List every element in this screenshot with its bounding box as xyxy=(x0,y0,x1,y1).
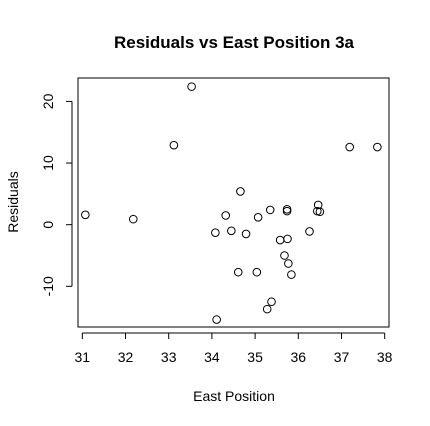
data-points xyxy=(81,82,382,324)
data-point xyxy=(221,211,231,220)
y-tick-label: -10 xyxy=(40,276,56,296)
y-axis-label: Residuals xyxy=(5,171,21,232)
data-point xyxy=(283,234,292,244)
x-tick-label: 32 xyxy=(118,349,134,365)
x-axis-label: East Position xyxy=(193,388,275,404)
x-tick-label: 36 xyxy=(291,349,307,365)
x-tick-label: 33 xyxy=(161,349,177,365)
data-point xyxy=(169,140,179,150)
x-tick-label: 37 xyxy=(334,349,350,365)
y-tick-label: 10 xyxy=(40,155,56,171)
y-tick-label: 0 xyxy=(40,221,56,229)
data-point xyxy=(305,227,314,236)
data-point xyxy=(275,235,285,245)
data-point xyxy=(280,251,289,260)
data-point xyxy=(345,142,354,152)
data-point xyxy=(267,297,276,307)
x-tick-label: 31 xyxy=(75,349,91,365)
plot-frame xyxy=(77,77,390,328)
data-point xyxy=(128,214,138,224)
data-point xyxy=(313,200,323,210)
data-point xyxy=(373,142,382,152)
data-point xyxy=(262,304,272,314)
data-point xyxy=(212,315,221,324)
data-point xyxy=(282,206,292,216)
data-point xyxy=(187,82,196,91)
data-point xyxy=(236,187,245,196)
chart-title: Residuals vs East Position 3a xyxy=(114,33,355,52)
data-point xyxy=(253,212,263,222)
data-point xyxy=(241,229,251,239)
x-axis: 31 32 33 34 35 36 37 38 xyxy=(75,332,393,365)
data-point xyxy=(233,267,243,277)
data-point xyxy=(282,204,292,214)
data-point xyxy=(211,228,220,238)
x-tick-label: 38 xyxy=(377,349,393,365)
data-point xyxy=(227,226,236,236)
data-point xyxy=(284,259,293,268)
data-point xyxy=(287,270,296,279)
data-point xyxy=(265,205,275,215)
y-axis: -10 0 10 20 xyxy=(40,93,73,296)
data-point xyxy=(315,207,325,217)
y-tick-label: 20 xyxy=(40,93,56,109)
x-tick-label: 35 xyxy=(247,349,263,365)
data-point xyxy=(252,267,262,277)
x-tick-label: 34 xyxy=(204,349,220,365)
data-point xyxy=(81,210,90,220)
